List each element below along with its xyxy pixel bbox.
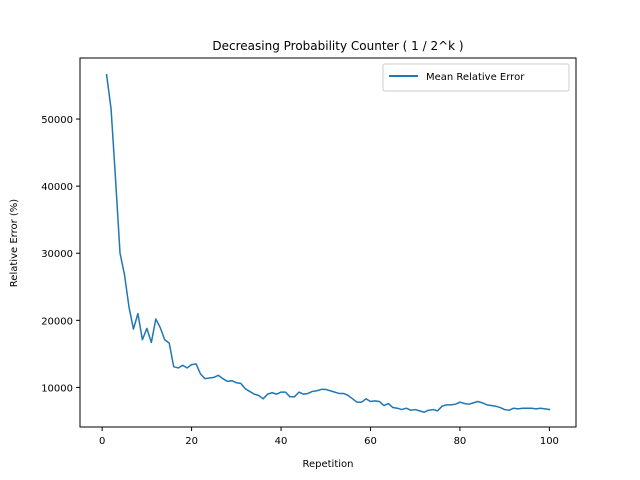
y-tick-label: 40000: [41, 182, 73, 193]
x-tick-label: 20: [185, 436, 198, 447]
legend: Mean Relative Error: [382, 63, 570, 92]
y-tick-label: 50000: [41, 115, 73, 126]
plot-area: 0 20 40 60 80 100 10000 20000 30000 40000 50000: [41, 57, 577, 447]
y-axis-ticks: 10000 20000 30000 40000 50000: [41, 115, 80, 394]
x-tick-label: 80: [454, 436, 467, 447]
legend-label: Mean Relative Error: [426, 72, 525, 83]
y-axis-label: Relative Error (%): [9, 199, 20, 287]
x-tick-label: 40: [275, 436, 288, 447]
series-line-0: [105, 73, 551, 413]
y-tick-label: 20000: [41, 316, 73, 327]
series-layer: [105, 73, 551, 413]
y-tick-label: 10000: [41, 383, 73, 394]
y-tick-label: 30000: [41, 249, 73, 260]
x-tick-label: 60: [364, 436, 377, 447]
legend-box: [382, 63, 570, 92]
axes-frame: [79, 57, 577, 428]
x-axis-label: Repetition: [302, 459, 353, 470]
x-tick-label: 0: [99, 436, 105, 447]
x-tick-label: 100: [540, 436, 559, 447]
chart-title: Decreasing Probability Counter ( 1 / 2^k…: [212, 39, 463, 53]
x-axis-ticks: 0 20 40 60 80 100: [99, 427, 559, 447]
